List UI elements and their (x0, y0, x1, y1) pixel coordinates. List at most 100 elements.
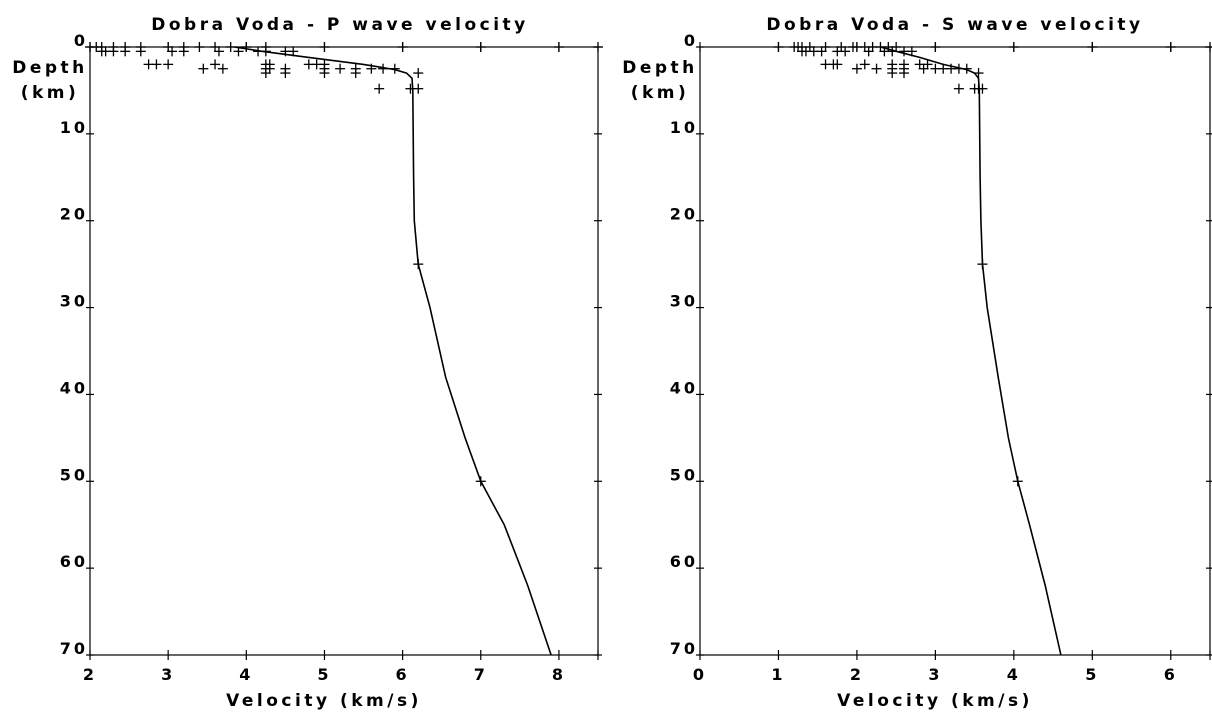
y-tick-label: 10 (60, 118, 88, 137)
y-tick-label: 20 (60, 205, 88, 224)
data-point-marker (871, 63, 882, 74)
y-tick-label: 60 (670, 552, 698, 571)
data-point-marker (1165, 42, 1176, 52)
data-point-marker (397, 42, 408, 52)
data-point-marker (288, 46, 299, 57)
data-point-marker (264, 63, 275, 74)
x-tick-label: 7 (474, 665, 488, 684)
data-point-marker (178, 46, 189, 57)
data-point-marker (210, 59, 221, 70)
data-point-marker (906, 46, 917, 57)
plot-frame (699, 46, 1211, 656)
data-point-marker (863, 46, 874, 57)
data-point-marker (977, 83, 988, 94)
velocity-profile-line (234, 46, 552, 656)
data-point-marker (961, 63, 972, 74)
data-point-marker (378, 63, 389, 74)
data-point-marker (120, 46, 131, 57)
y-tick-label: 40 (670, 378, 698, 397)
data-point-marker (887, 46, 898, 57)
data-point-marker (899, 68, 909, 79)
y-tick-label: 70 (670, 639, 698, 658)
data-point-marker (413, 259, 424, 270)
data-point-marker (374, 83, 385, 94)
y-tick-label: 30 (670, 292, 698, 311)
y-tick-label: 20 (670, 205, 698, 224)
data-point-marker (241, 42, 252, 52)
data-point-marker (859, 59, 870, 70)
data-point-marker (413, 83, 424, 94)
x-axis-label: Velocity (km/s) (837, 691, 1033, 711)
data-point-marker (280, 68, 291, 79)
y-tick-label: 0 (684, 31, 698, 50)
data-point-marker (816, 46, 827, 57)
data-point-marker (930, 42, 941, 52)
chart-title: Dobra Voda - S wave velocity (766, 15, 1143, 35)
data-point-marker (217, 63, 228, 74)
x-tick-label: 6 (396, 665, 410, 684)
y-axis-label: Depth (622, 58, 698, 78)
chart-panel-1: Dobra Voda - P wave velocity 2 3 4 5 6 7 8 0 10 20… (12, 15, 603, 711)
data-point-marker (108, 46, 119, 57)
data-point-marker (773, 42, 784, 52)
y-tick-label: 70 (60, 639, 88, 658)
data-point-marker (319, 68, 330, 79)
data-point-marker (319, 42, 330, 52)
plot-frame (89, 46, 599, 656)
data-point-marker (167, 46, 178, 57)
x-tick-label: 3 (928, 665, 942, 684)
x-tick-label: 2 (83, 665, 97, 684)
y-tick-label: 30 (60, 292, 88, 311)
y-tick-label: 60 (60, 552, 88, 571)
data-point-marker (366, 63, 377, 74)
data-point-marker (213, 46, 224, 57)
data-point-marker (1008, 42, 1019, 52)
x-tick-label: 5 (317, 665, 331, 684)
data-point-marker (1012, 476, 1023, 487)
x-tick-label: 3 (161, 665, 175, 684)
data-point-marker (151, 59, 162, 70)
data-point-marker (335, 63, 346, 74)
data-point-marker (922, 59, 933, 70)
y-axis-label: (km) (21, 83, 80, 103)
y-axis-label: Depth (12, 58, 88, 78)
data-point-marker (832, 59, 843, 70)
data-point-marker (851, 63, 862, 74)
x-tick-label: 4 (1007, 665, 1021, 684)
data-point-marker (953, 83, 964, 94)
data-point-marker (350, 68, 361, 79)
data-point-marker (1087, 42, 1098, 52)
x-tick-label: 4 (239, 665, 253, 684)
data-point-marker (977, 259, 988, 270)
x-tick-label: 8 (552, 665, 566, 684)
data-point-marker (1205, 42, 1212, 52)
x-tick-label: 5 (1085, 665, 1099, 684)
data-point-marker (198, 63, 209, 74)
data-point-marker (233, 46, 244, 57)
data-point-marker (973, 68, 984, 79)
data-point-marker (163, 59, 174, 70)
y-tick-label: 10 (670, 118, 698, 137)
data-point-marker (389, 63, 400, 74)
data-point-marker (593, 42, 603, 52)
data-point-marker (887, 68, 898, 79)
y-tick-label: 0 (74, 31, 88, 50)
data-point-marker (840, 46, 851, 57)
data-point-marker (260, 46, 271, 57)
data-point-marker (413, 68, 424, 79)
x-tick-label: 1 (771, 665, 785, 684)
data-point-marker (194, 42, 205, 52)
velocity-profile-line (880, 46, 1062, 656)
data-point-marker (553, 42, 564, 52)
y-axis-label: (km) (631, 83, 690, 103)
data-point-marker (135, 46, 146, 57)
y-tick-label: 40 (60, 378, 88, 397)
x-tick-label: 6 (1164, 665, 1178, 684)
data-point-marker (475, 476, 486, 487)
data-point-marker (225, 42, 236, 52)
chart-title: Dobra Voda - P wave velocity (151, 15, 529, 35)
x-tick-label: 0 (693, 665, 707, 684)
y-tick-label: 50 (670, 465, 698, 484)
